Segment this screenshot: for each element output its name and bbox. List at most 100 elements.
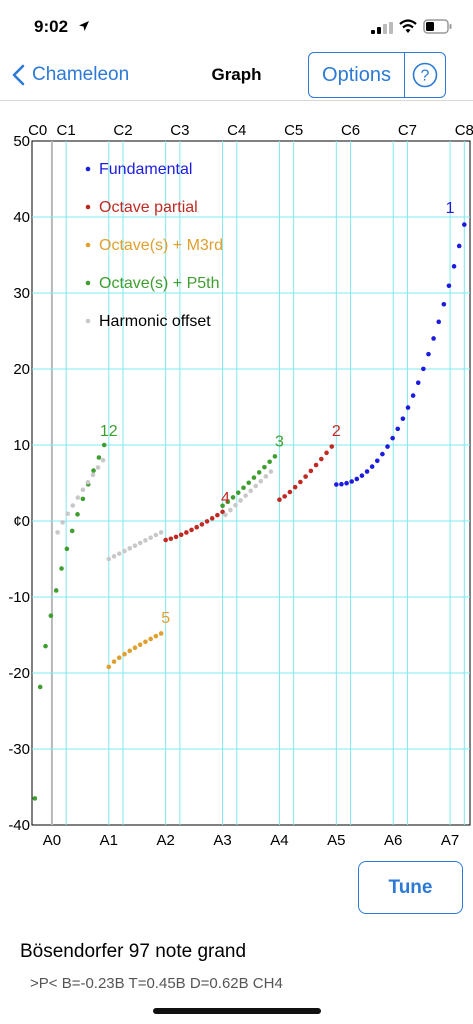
data-point	[298, 479, 303, 485]
data-point	[137, 540, 143, 546]
status-time: 9:02	[34, 17, 69, 36]
data-point	[184, 530, 189, 535]
data-point	[90, 472, 96, 478]
data-point	[243, 493, 248, 498]
data-point	[225, 499, 231, 505]
y-tick-label: 10	[13, 437, 30, 454]
data-point	[421, 366, 426, 372]
cellular-signal-icon	[371, 22, 393, 34]
legend-entry: Harmonic offset	[99, 313, 211, 330]
data-point	[263, 474, 269, 479]
data-point	[69, 528, 75, 534]
device-parameters: >P< B=-0.23B T=0.45B D=0.62B CH4	[30, 975, 283, 992]
data-point	[178, 532, 184, 538]
data-point	[116, 655, 122, 660]
back-label: Chameleon	[32, 64, 130, 85]
series-annotation: 2	[332, 423, 341, 440]
data-point	[158, 631, 164, 636]
data-point	[106, 664, 112, 670]
bottom-tick-label: A5	[327, 832, 345, 849]
data-point	[410, 393, 416, 398]
y-tick-label: 20	[13, 361, 30, 378]
data-point	[385, 444, 390, 449]
data-point	[405, 405, 411, 410]
data-point	[80, 487, 86, 493]
top-tick-label: C4	[227, 122, 246, 139]
top-tick-label: C1	[57, 122, 76, 139]
data-point	[456, 243, 462, 249]
data-point	[235, 490, 241, 495]
data-point	[116, 551, 122, 556]
data-point	[101, 442, 107, 448]
data-point	[248, 488, 253, 494]
data-point	[215, 512, 220, 518]
data-point	[233, 502, 238, 508]
data-point	[400, 416, 406, 421]
top-tick-label: C7	[398, 122, 417, 139]
top-tick-label: C5	[284, 122, 303, 139]
data-point	[132, 645, 138, 651]
data-point	[282, 494, 287, 499]
data-point	[451, 264, 457, 269]
data-point	[374, 458, 380, 464]
data-point	[253, 483, 259, 489]
data-point	[75, 512, 80, 517]
data-point	[91, 468, 96, 473]
options-button[interactable]: Options	[309, 53, 405, 97]
legend-entry: Octave partial	[99, 199, 198, 216]
data-point	[241, 485, 246, 491]
battery-icon	[423, 19, 452, 34]
series-annotation: 3	[275, 434, 284, 451]
data-point	[287, 489, 293, 495]
data-point	[246, 480, 252, 486]
data-point	[53, 588, 59, 593]
legend-marker	[85, 166, 91, 172]
data-point	[48, 613, 54, 619]
device-name: Bösendorfer 97 note grand	[20, 941, 247, 962]
wifi-icon	[399, 19, 417, 33]
data-point	[262, 464, 267, 470]
data-point	[132, 543, 138, 548]
series-annotation: 4	[221, 490, 230, 507]
data-point	[37, 684, 43, 690]
navigation-bar: Chameleon Graph Options ?	[0, 52, 473, 101]
data-point	[64, 546, 70, 552]
data-point	[308, 468, 314, 474]
bottom-tick-label: A0	[43, 832, 61, 849]
bottom-tick-label: A7	[441, 832, 459, 849]
data-point	[390, 435, 395, 441]
bottom-tick-label: A3	[213, 832, 231, 849]
data-point	[313, 462, 319, 468]
y-tick-label: -10	[8, 589, 30, 606]
data-point	[153, 532, 159, 538]
legend-entry: Fundamental	[99, 161, 192, 178]
data-point	[100, 457, 106, 463]
data-point	[223, 512, 228, 518]
home-indicator	[153, 1008, 321, 1014]
top-tick-label: C0	[28, 122, 47, 139]
data-point	[415, 380, 421, 386]
tune-button[interactable]: Tune	[358, 861, 463, 914]
data-point	[168, 536, 174, 542]
data-point	[462, 222, 467, 227]
back-button[interactable]: Chameleon	[12, 62, 129, 88]
data-point	[204, 519, 210, 524]
data-point	[354, 476, 360, 482]
data-point	[189, 527, 194, 533]
options-segment: Options ?	[308, 52, 446, 98]
chevron-left-icon	[12, 64, 25, 86]
data-point	[65, 511, 71, 517]
data-point	[96, 455, 102, 460]
data-point	[60, 520, 65, 525]
top-tick-label: C2	[113, 122, 132, 139]
data-point	[158, 530, 164, 535]
data-point	[59, 566, 64, 571]
series-annotation: 5	[161, 610, 170, 627]
legend-marker	[85, 242, 91, 248]
series-annotation: 12	[100, 423, 118, 440]
data-point	[436, 319, 442, 325]
help-button[interactable]: ?	[405, 53, 445, 97]
data-point	[319, 456, 324, 462]
top-tick-label: C8	[455, 122, 473, 139]
data-point	[446, 283, 452, 289]
